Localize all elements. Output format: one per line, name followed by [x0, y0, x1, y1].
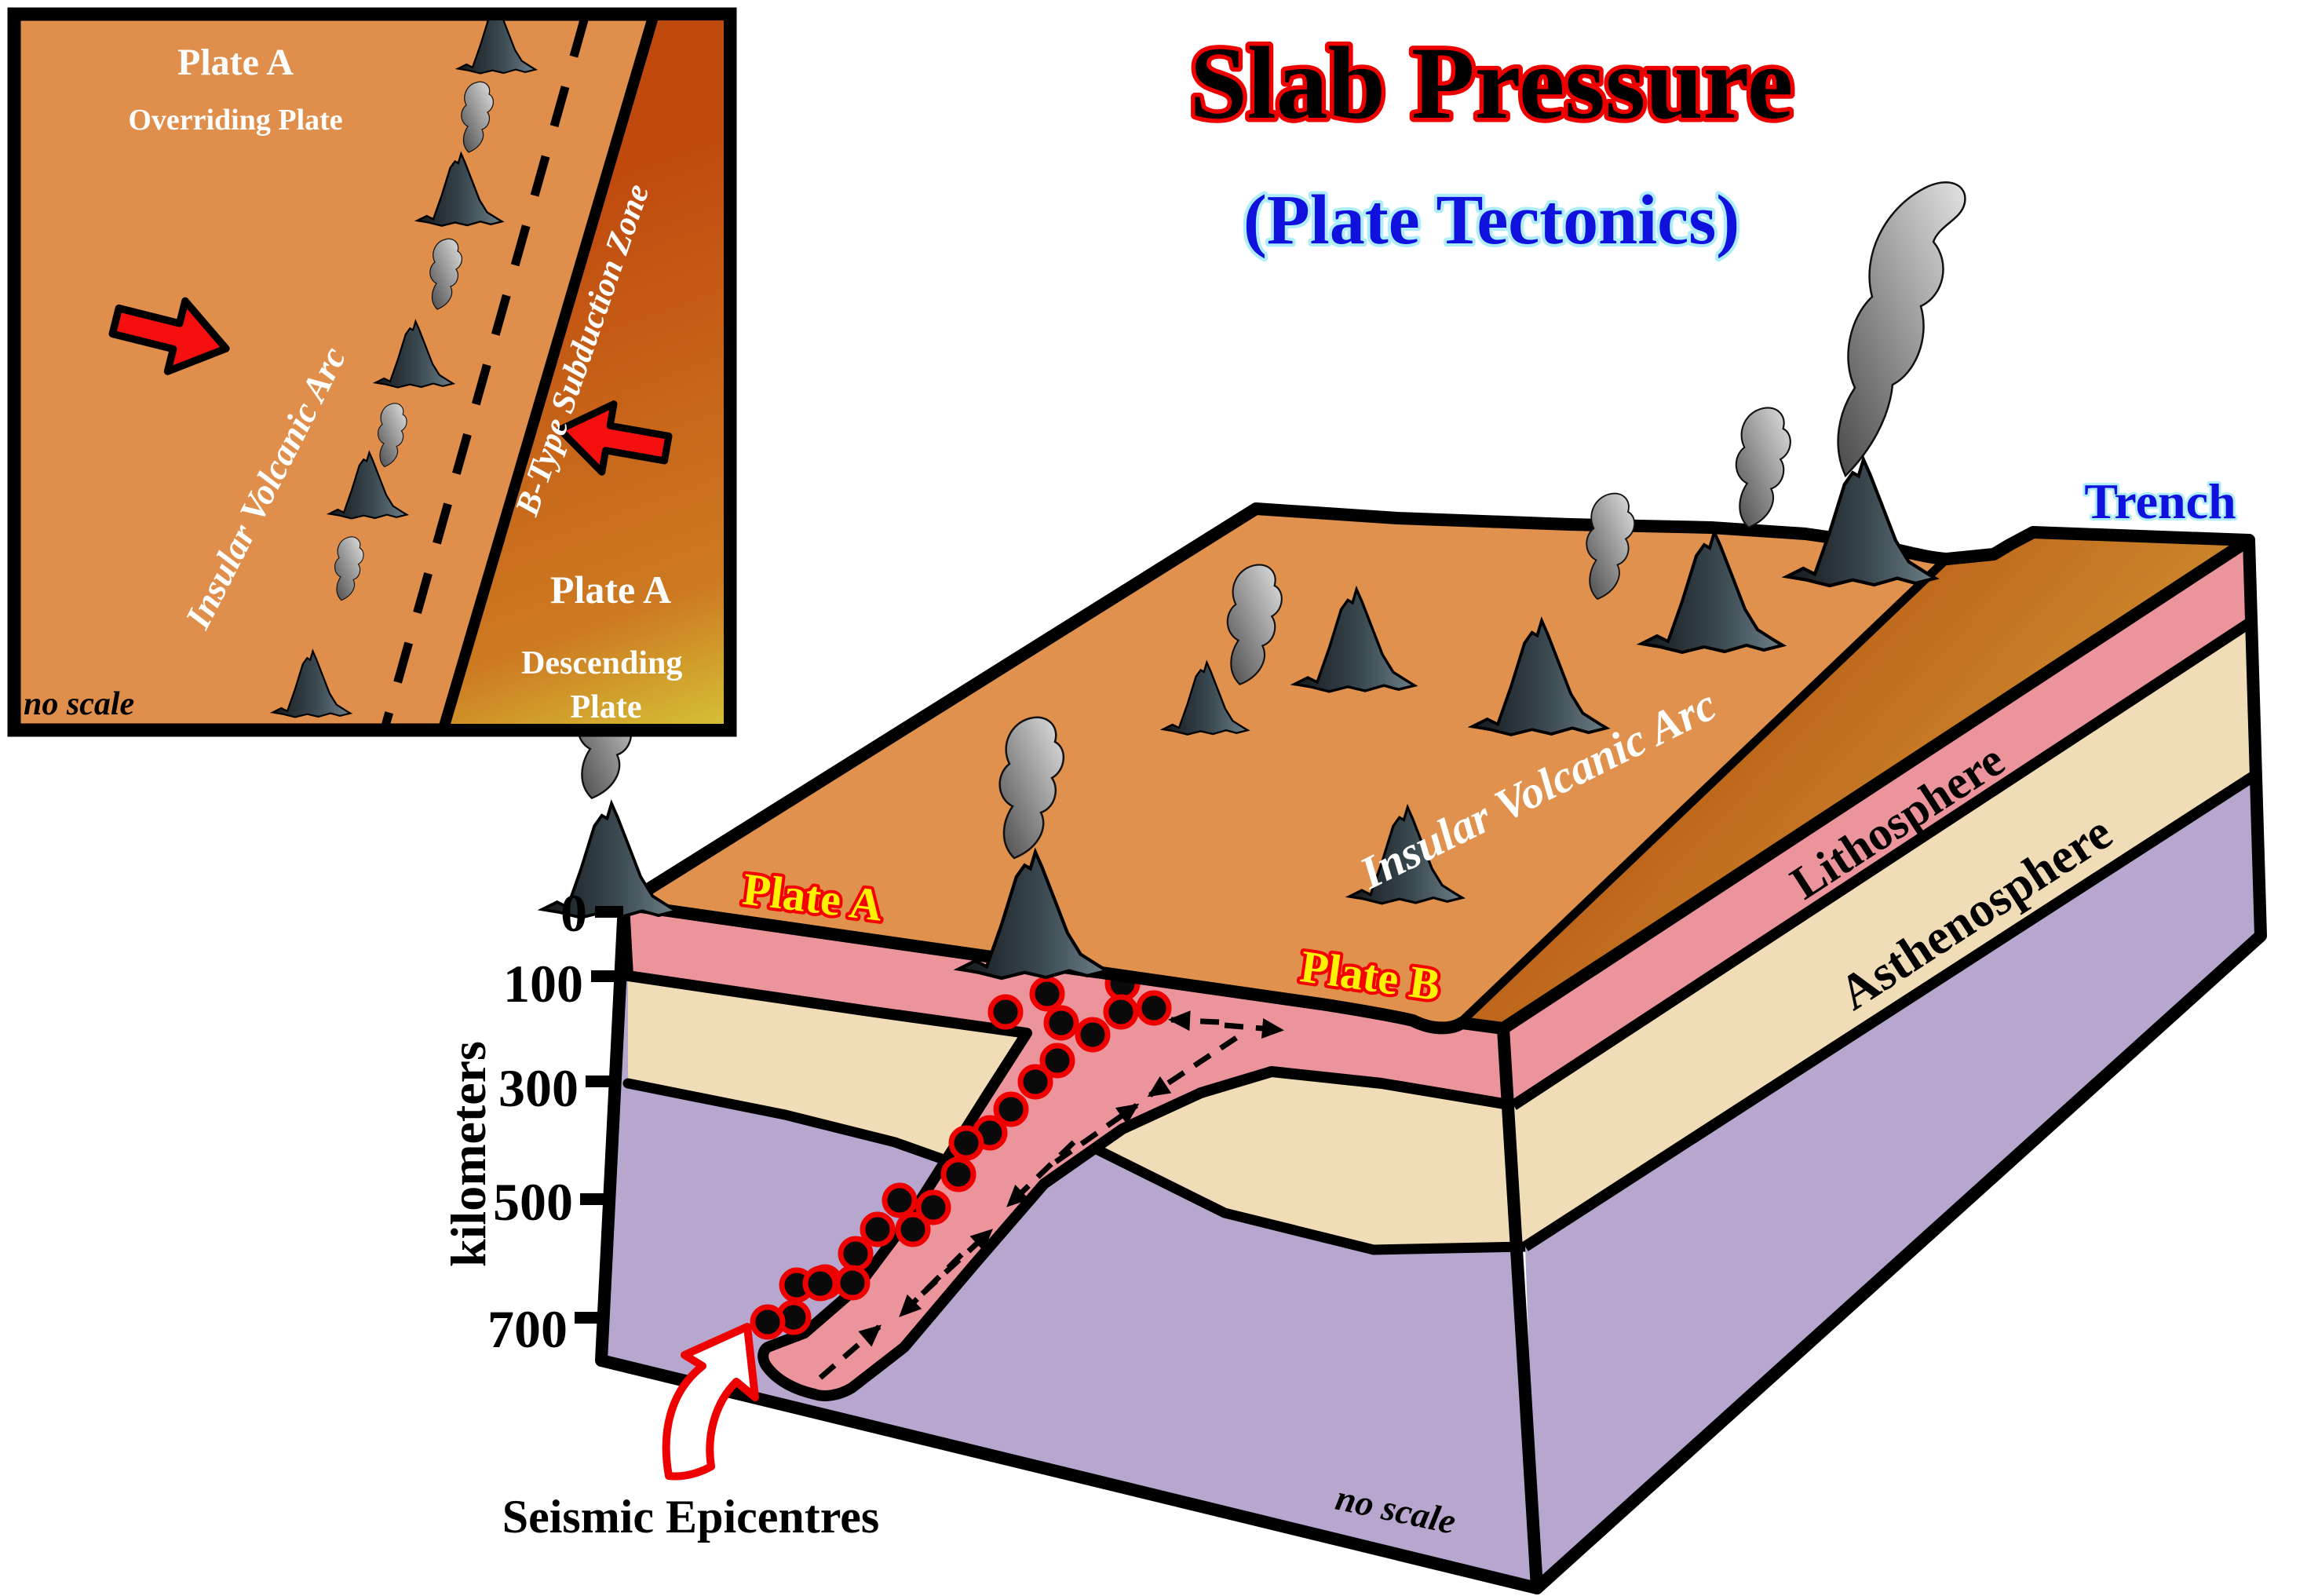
tick-0: 0 [560, 883, 587, 943]
inset-descending-plate-a-label: Plate A [550, 568, 671, 612]
depth-scale: 0 100 300 500 700 kilometers [440, 883, 623, 1359]
tick-700: 700 [487, 1299, 568, 1359]
depth-ticks [575, 906, 623, 1324]
inset-map: Plate A Overriding Plate Insular Volcani… [7, 7, 737, 737]
slab-motion-arrows [818, 1010, 1284, 1380]
page-title: Slab Pressure [1190, 25, 1794, 141]
smoke-plume-icon [1735, 407, 1791, 528]
title-block: Slab Pressure (Plate Tectonics) [1185, 21, 1798, 263]
inset-plate-a-label: Plate A [177, 42, 294, 83]
seismic-epicentre-dots [750, 966, 1172, 1340]
right-face-cross-section: Lithosphere Asthenosphere [1503, 540, 2261, 1588]
channel-asthenosphere-boundary-right [1082, 1139, 1531, 1255]
inset-descending-plate-region [444, 20, 724, 724]
trench-label: Trench [2084, 473, 2236, 529]
right-face-lithosphere [1503, 540, 2251, 1105]
block-outlines [595, 502, 2267, 1594]
tick-500: 500 [493, 1172, 573, 1232]
kilometers-axis-label: kilometers [440, 1041, 496, 1267]
volcanic-arc-boundary-line [1455, 556, 1950, 1028]
channel-asthenosphere-boundary-left [622, 1078, 951, 1166]
smoke-plume-tall-icon [1837, 181, 1966, 477]
inset-overriding-plate-label: Overriding Plate [128, 104, 342, 137]
seismic-epicentres-label: Seismic Epicentres [502, 1491, 880, 1543]
inset-descending-label: Descending Plate [521, 645, 691, 725]
top-surface-plate-b-subducting [1458, 532, 2249, 1028]
page-subtitle: (Plate Tectonics) [1243, 181, 1739, 259]
tick-100: 100 [503, 954, 583, 1013]
depth-tick-labels: 0 100 300 500 700 [487, 883, 587, 1359]
seismic-pointer-arrow-icon [662, 1323, 759, 1481]
tick-300: 300 [498, 1058, 579, 1118]
inset-arc-dashed-line [381, 20, 589, 724]
inset-subduction-line [439, 20, 659, 724]
seismic-epicentres-callout: Seismic Epicentres [502, 1323, 880, 1543]
right-face-asthenosphere [1525, 776, 2261, 1588]
block-diagram: Lithosphere Asthenosphere [540, 181, 2267, 1594]
inset-no-scale-label: no scale [24, 686, 134, 722]
right-face-channel [1513, 622, 2254, 1247]
